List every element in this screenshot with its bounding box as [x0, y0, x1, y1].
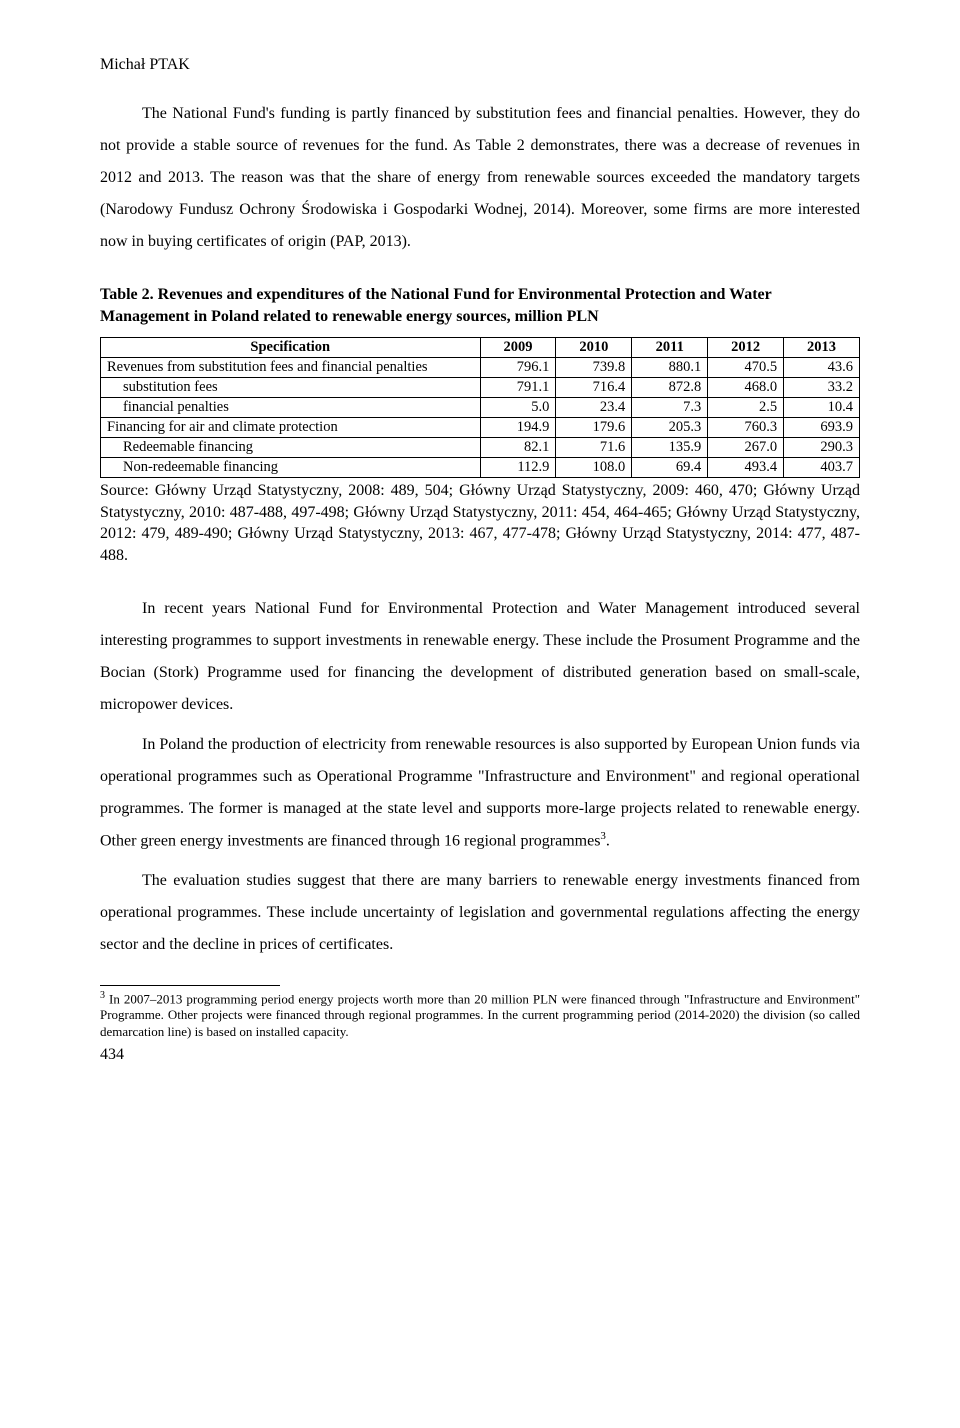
row-value: 10.4: [784, 398, 860, 418]
th-spec: Specification: [101, 338, 481, 358]
footnote-3: 3 In 2007–2013 programming period energy…: [100, 990, 860, 1040]
row-value: 791.1: [480, 378, 556, 398]
row-value: 872.8: [632, 378, 708, 398]
table-row: financial penalties5.023.47.32.510.4: [101, 398, 860, 418]
footnote-rule: [100, 985, 280, 986]
table-row: Financing for air and climate protection…: [101, 418, 860, 438]
paragraph-1-text: The National Fund's funding is partly fi…: [100, 105, 860, 250]
page-number: 434: [100, 1046, 860, 1064]
row-value: 880.1: [632, 358, 708, 378]
table-row: Redeemable financing82.171.6135.9267.029…: [101, 438, 860, 458]
paragraph-3-text-b: .: [606, 832, 610, 849]
table-caption-text: Revenues and expenditures of the Nationa…: [100, 286, 771, 325]
row-label: financial penalties: [101, 398, 481, 418]
paragraph-2: In recent years National Fund for Enviro…: [100, 593, 860, 721]
row-value: 33.2: [784, 378, 860, 398]
row-value: 71.6: [556, 438, 632, 458]
row-label: substitution fees: [101, 378, 481, 398]
row-value: 82.1: [480, 438, 556, 458]
row-label: Financing for air and climate protection: [101, 418, 481, 438]
table-body: Revenues from substitution fees and fina…: [101, 358, 860, 478]
running-header: Michał PTAK: [100, 56, 860, 74]
table-source: Source: Główny Urząd Statystyczny, 2008:…: [100, 480, 860, 566]
row-label: Revenues from substitution fees and fina…: [101, 358, 481, 378]
row-value: 194.9: [480, 418, 556, 438]
table-header-row: Specification 2009 2010 2011 2012 2013: [101, 338, 860, 358]
row-value: 493.4: [708, 458, 784, 478]
paragraph-3-text-a: In Poland the production of electricity …: [100, 736, 860, 849]
footnote-text: In 2007–2013 programming period energy p…: [100, 991, 860, 1039]
row-value: 179.6: [556, 418, 632, 438]
th-2009: 2009: [480, 338, 556, 358]
row-value: 7.3: [632, 398, 708, 418]
paragraph-2-text: In recent years National Fund for Enviro…: [100, 600, 860, 713]
row-value: 693.9: [784, 418, 860, 438]
paragraph-4-text: The evaluation studies suggest that ther…: [100, 872, 860, 953]
row-value: 69.4: [632, 458, 708, 478]
table-caption: Table 2. Revenues and expenditures of th…: [100, 284, 860, 327]
table-caption-label: Table 2.: [100, 286, 158, 303]
row-label: Redeemable financing: [101, 438, 481, 458]
paragraph-3: In Poland the production of electricity …: [100, 729, 860, 857]
row-value: 23.4: [556, 398, 632, 418]
row-value: 470.5: [708, 358, 784, 378]
row-value: 403.7: [784, 458, 860, 478]
row-value: 205.3: [632, 418, 708, 438]
row-value: 5.0: [480, 398, 556, 418]
paragraph-4: The evaluation studies suggest that ther…: [100, 865, 860, 961]
row-value: 716.4: [556, 378, 632, 398]
paragraph-1: The National Fund's funding is partly fi…: [100, 98, 860, 258]
th-2013: 2013: [784, 338, 860, 358]
row-value: 2.5: [708, 398, 784, 418]
row-value: 290.3: [784, 438, 860, 458]
revenue-table: Specification 2009 2010 2011 2012 2013 R…: [100, 337, 860, 478]
th-2010: 2010: [556, 338, 632, 358]
row-label: Non-redeemable financing: [101, 458, 481, 478]
row-value: 112.9: [480, 458, 556, 478]
th-2011: 2011: [632, 338, 708, 358]
row-value: 43.6: [784, 358, 860, 378]
row-value: 135.9: [632, 438, 708, 458]
th-2012: 2012: [708, 338, 784, 358]
row-value: 739.8: [556, 358, 632, 378]
table-row: Non-redeemable financing112.9108.069.449…: [101, 458, 860, 478]
row-value: 108.0: [556, 458, 632, 478]
row-value: 267.0: [708, 438, 784, 458]
row-value: 760.3: [708, 418, 784, 438]
row-value: 468.0: [708, 378, 784, 398]
row-value: 796.1: [480, 358, 556, 378]
table-row: substitution fees791.1716.4872.8468.033.…: [101, 378, 860, 398]
table-row: Revenues from substitution fees and fina…: [101, 358, 860, 378]
